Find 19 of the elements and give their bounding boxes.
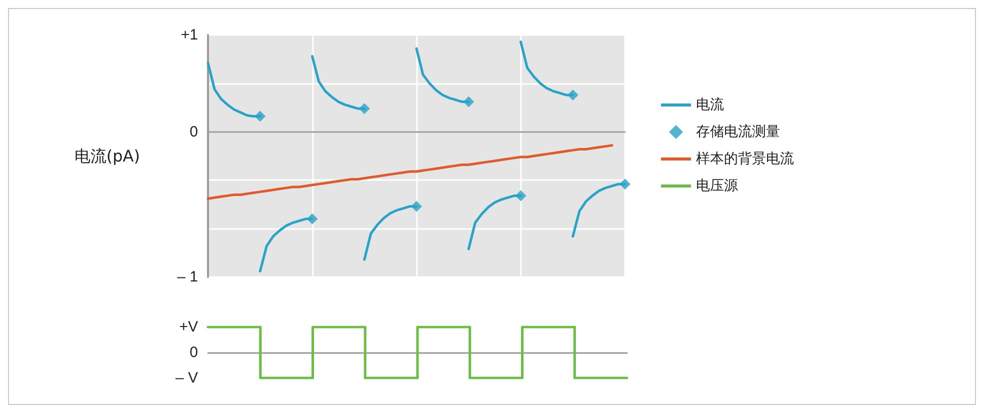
text: – V bbox=[175, 370, 198, 386]
point bbox=[463, 96, 474, 108]
legend-label: 电压源 bbox=[696, 178, 738, 194]
y-tick-label: 0 bbox=[190, 123, 198, 140]
legend-label: 存储电流测量 bbox=[696, 124, 780, 140]
legend-label: 电流 bbox=[696, 97, 724, 113]
y-tick-label: – 1 bbox=[177, 268, 198, 286]
y-axis-title: 电流(pA) bbox=[74, 146, 140, 166]
point bbox=[254, 110, 266, 122]
point bbox=[411, 200, 422, 212]
text: +V bbox=[179, 318, 198, 336]
y-tick-label: +1 bbox=[180, 26, 198, 44]
line-series bbox=[206, 144, 614, 200]
point bbox=[567, 90, 578, 101]
point bbox=[306, 213, 318, 224]
point bbox=[515, 190, 526, 202]
point bbox=[620, 178, 630, 190]
point bbox=[358, 103, 370, 114]
legend-label: 样本的背景电流 bbox=[696, 151, 794, 167]
